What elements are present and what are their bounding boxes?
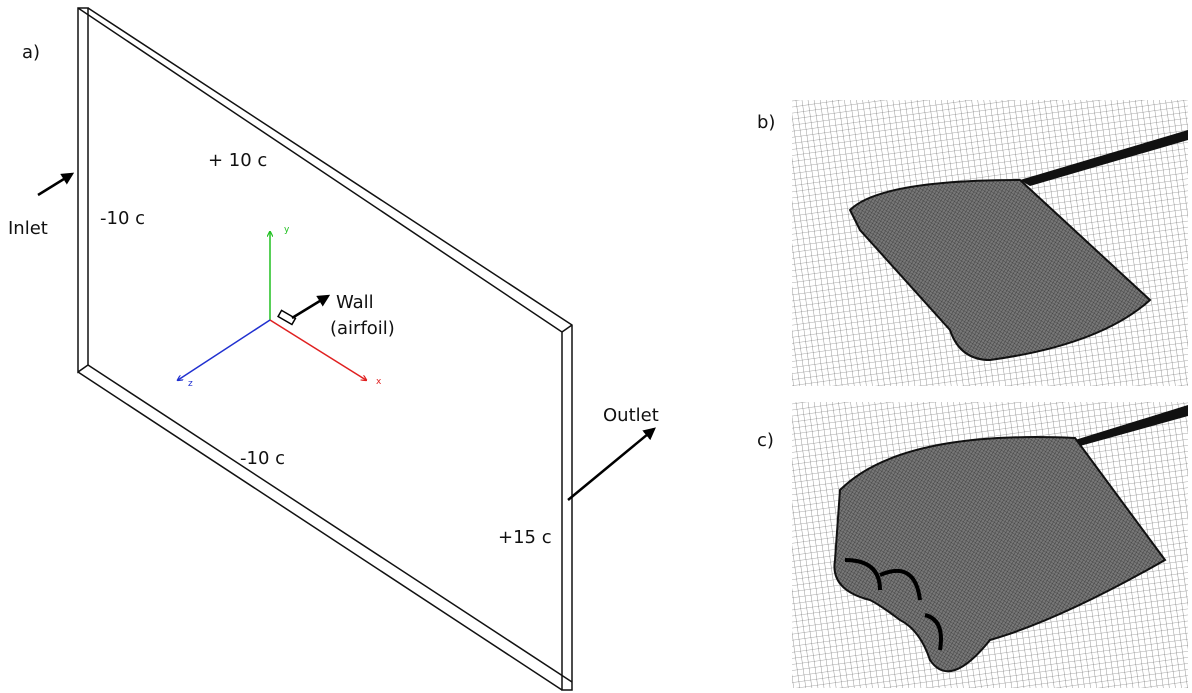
domain-label: -10 c — [100, 208, 145, 229]
mesh-view-c — [792, 402, 1188, 688]
panel-label: a) — [22, 42, 40, 63]
boundary-label: Inlet — [8, 218, 48, 239]
boundary-label: Outlet — [603, 405, 659, 426]
boundary-label: (airfoil) — [330, 318, 395, 339]
panel-label: c) — [757, 430, 774, 451]
domain-label: -10 c — [240, 448, 285, 469]
domain-label: +15 c — [498, 527, 552, 548]
mesh-view-b — [792, 100, 1188, 386]
axis-label: x — [376, 377, 382, 387]
boundary-label: Wall — [336, 292, 374, 313]
axis-label: y — [284, 225, 290, 235]
figure: y x z a) + 10 c -10 c Inlet Wall (airfoi… — [0, 0, 1192, 693]
panel-label: b) — [757, 112, 775, 133]
domain-label: + 10 c — [208, 150, 267, 171]
axis-label: z — [188, 379, 193, 389]
domain-slab — [78, 8, 572, 690]
